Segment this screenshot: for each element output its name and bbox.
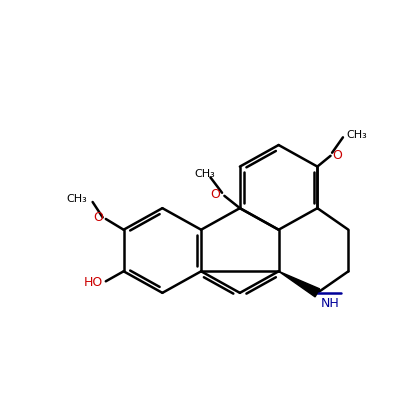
Text: O: O <box>211 188 220 201</box>
Text: HO: HO <box>84 276 103 289</box>
Polygon shape <box>279 271 320 297</box>
Text: O: O <box>93 211 103 224</box>
Text: CH₃: CH₃ <box>66 194 87 204</box>
Text: CH₃: CH₃ <box>195 169 215 179</box>
Text: CH₃: CH₃ <box>346 130 367 140</box>
Text: O: O <box>332 148 342 162</box>
Text: NH: NH <box>321 297 340 310</box>
